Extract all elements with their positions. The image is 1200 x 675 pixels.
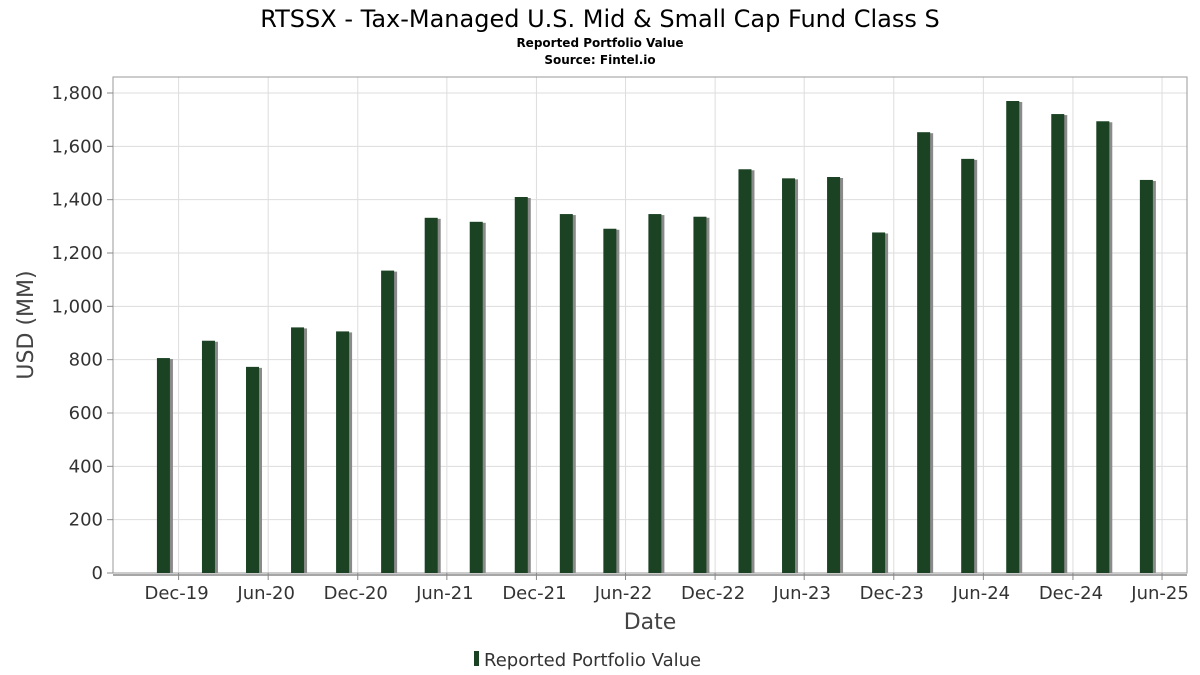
chart-subtitle: Reported Portfolio Value xyxy=(516,36,683,50)
bar xyxy=(917,132,931,573)
bar xyxy=(961,158,975,573)
chart-source: Source: Fintel.io xyxy=(544,53,655,67)
bar xyxy=(827,177,841,573)
bar xyxy=(782,178,796,574)
bar xyxy=(1006,101,1020,573)
x-tick-label: Dec-21 xyxy=(502,583,566,604)
legend-swatch xyxy=(474,651,479,666)
bar xyxy=(603,228,617,573)
y-tick-label: 1,600 xyxy=(51,136,103,157)
x-tick-label: Jun-23 xyxy=(772,583,831,604)
bar xyxy=(424,217,438,574)
chart-title: RTSSX - Tax-Managed U.S. Mid & Small Cap… xyxy=(260,5,940,33)
x-tick-label: Dec-22 xyxy=(681,583,745,604)
x-tick-label: Jun-22 xyxy=(594,583,653,604)
x-tick-label: Jun-20 xyxy=(236,583,295,604)
y-tick-label: 400 xyxy=(69,456,103,477)
bar xyxy=(469,221,483,574)
x-tick-label: Jun-21 xyxy=(415,583,474,604)
bar xyxy=(872,232,886,573)
x-axis-ticks: Dec-19 Jun-20 Dec-20 Jun-21 Dec-21 Jun-22 Dec-… xyxy=(144,573,1189,604)
x-tick-label: Jun-25 xyxy=(1130,583,1189,604)
bar xyxy=(738,169,752,573)
y-tick-label: 1,800 xyxy=(51,83,103,104)
bar xyxy=(514,197,528,573)
y-tick-label: 1,000 xyxy=(51,296,103,317)
bar xyxy=(336,331,350,573)
y-tick-label: 0 xyxy=(92,563,103,584)
bar xyxy=(291,327,305,573)
bar xyxy=(1139,179,1153,573)
legend: Reported Portfolio Value xyxy=(474,650,701,671)
y-tick-label: 1,200 xyxy=(51,243,103,264)
legend-label: Reported Portfolio Value xyxy=(484,650,701,671)
x-tick-label: Dec-24 xyxy=(1039,583,1103,604)
bar xyxy=(201,340,215,573)
y-axis-title: USD (MM) xyxy=(14,270,39,379)
y-tick-label: 200 xyxy=(69,510,103,531)
y-axis-ticks: 0 200 400 600 800 1,000 1,200 1,400 1,600 1,800 xyxy=(51,83,113,584)
y-tick-label: 600 xyxy=(69,403,103,424)
bar xyxy=(648,214,662,574)
bar xyxy=(559,214,573,574)
bar xyxy=(156,358,170,573)
bar xyxy=(1051,114,1065,574)
x-tick-label: Dec-19 xyxy=(144,583,208,604)
x-axis-title: Date xyxy=(624,610,677,635)
bar-series xyxy=(156,101,1156,574)
x-tick-label: Dec-20 xyxy=(324,583,388,604)
bar xyxy=(1096,121,1110,574)
bar xyxy=(381,270,395,573)
bar xyxy=(693,216,707,573)
x-tick-label: Jun-24 xyxy=(952,583,1011,604)
y-tick-label: 800 xyxy=(69,350,103,371)
y-tick-label: 1,400 xyxy=(51,190,103,211)
x-tick-label: Dec-23 xyxy=(860,583,924,604)
bar xyxy=(246,366,260,573)
